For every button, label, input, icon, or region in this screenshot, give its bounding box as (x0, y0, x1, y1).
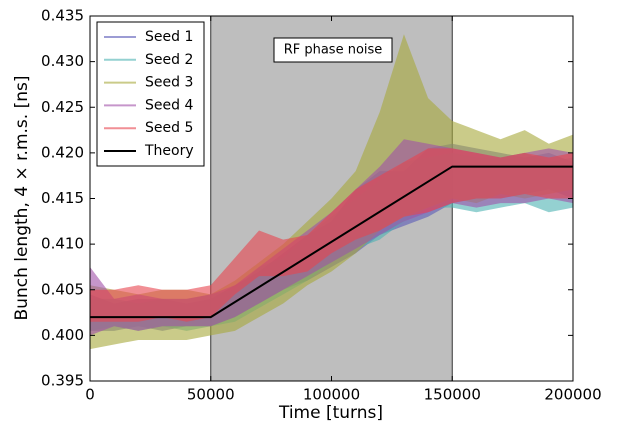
y-tick-label: 0.410 (41, 235, 84, 253)
legend-label: Theory (144, 143, 194, 159)
annotation-box (273, 37, 393, 63)
y-tick-label: 0.430 (41, 52, 84, 70)
theory-line (90, 165, 573, 319)
legend-label: Seed 1 (145, 29, 193, 45)
x-tick-label: 0 (85, 386, 95, 404)
x-tick-label: 50000 (187, 386, 235, 404)
y-tick-label: 0.405 (41, 280, 84, 298)
y-tick-label: 0.400 (41, 326, 84, 344)
seed-band (90, 148, 573, 322)
x-tick-label: 200000 (544, 386, 601, 404)
annotation: RF phase noise (284, 43, 383, 58)
x-axis-label: Time [turns] (278, 403, 383, 423)
legend-label: Seed 2 (145, 52, 193, 68)
y-tick-label: 0.415 (41, 189, 84, 207)
y-axis-label: Bunch length, 4 × r.m.s. [ns] (12, 76, 32, 321)
y-tick-label: 0.425 (41, 98, 84, 116)
x-tick-label: 150000 (424, 386, 481, 404)
legend-label: Seed 4 (145, 97, 193, 113)
y-tick-label: 0.420 (41, 143, 84, 161)
legend-box (96, 21, 205, 167)
legend-label: Seed 5 (145, 120, 193, 136)
y-tick-label: 0.395 (41, 372, 84, 390)
y-tick-label: 0.435 (41, 7, 84, 25)
x-tick-label: 100000 (303, 386, 360, 404)
legend-label: Seed 3 (145, 75, 193, 91)
